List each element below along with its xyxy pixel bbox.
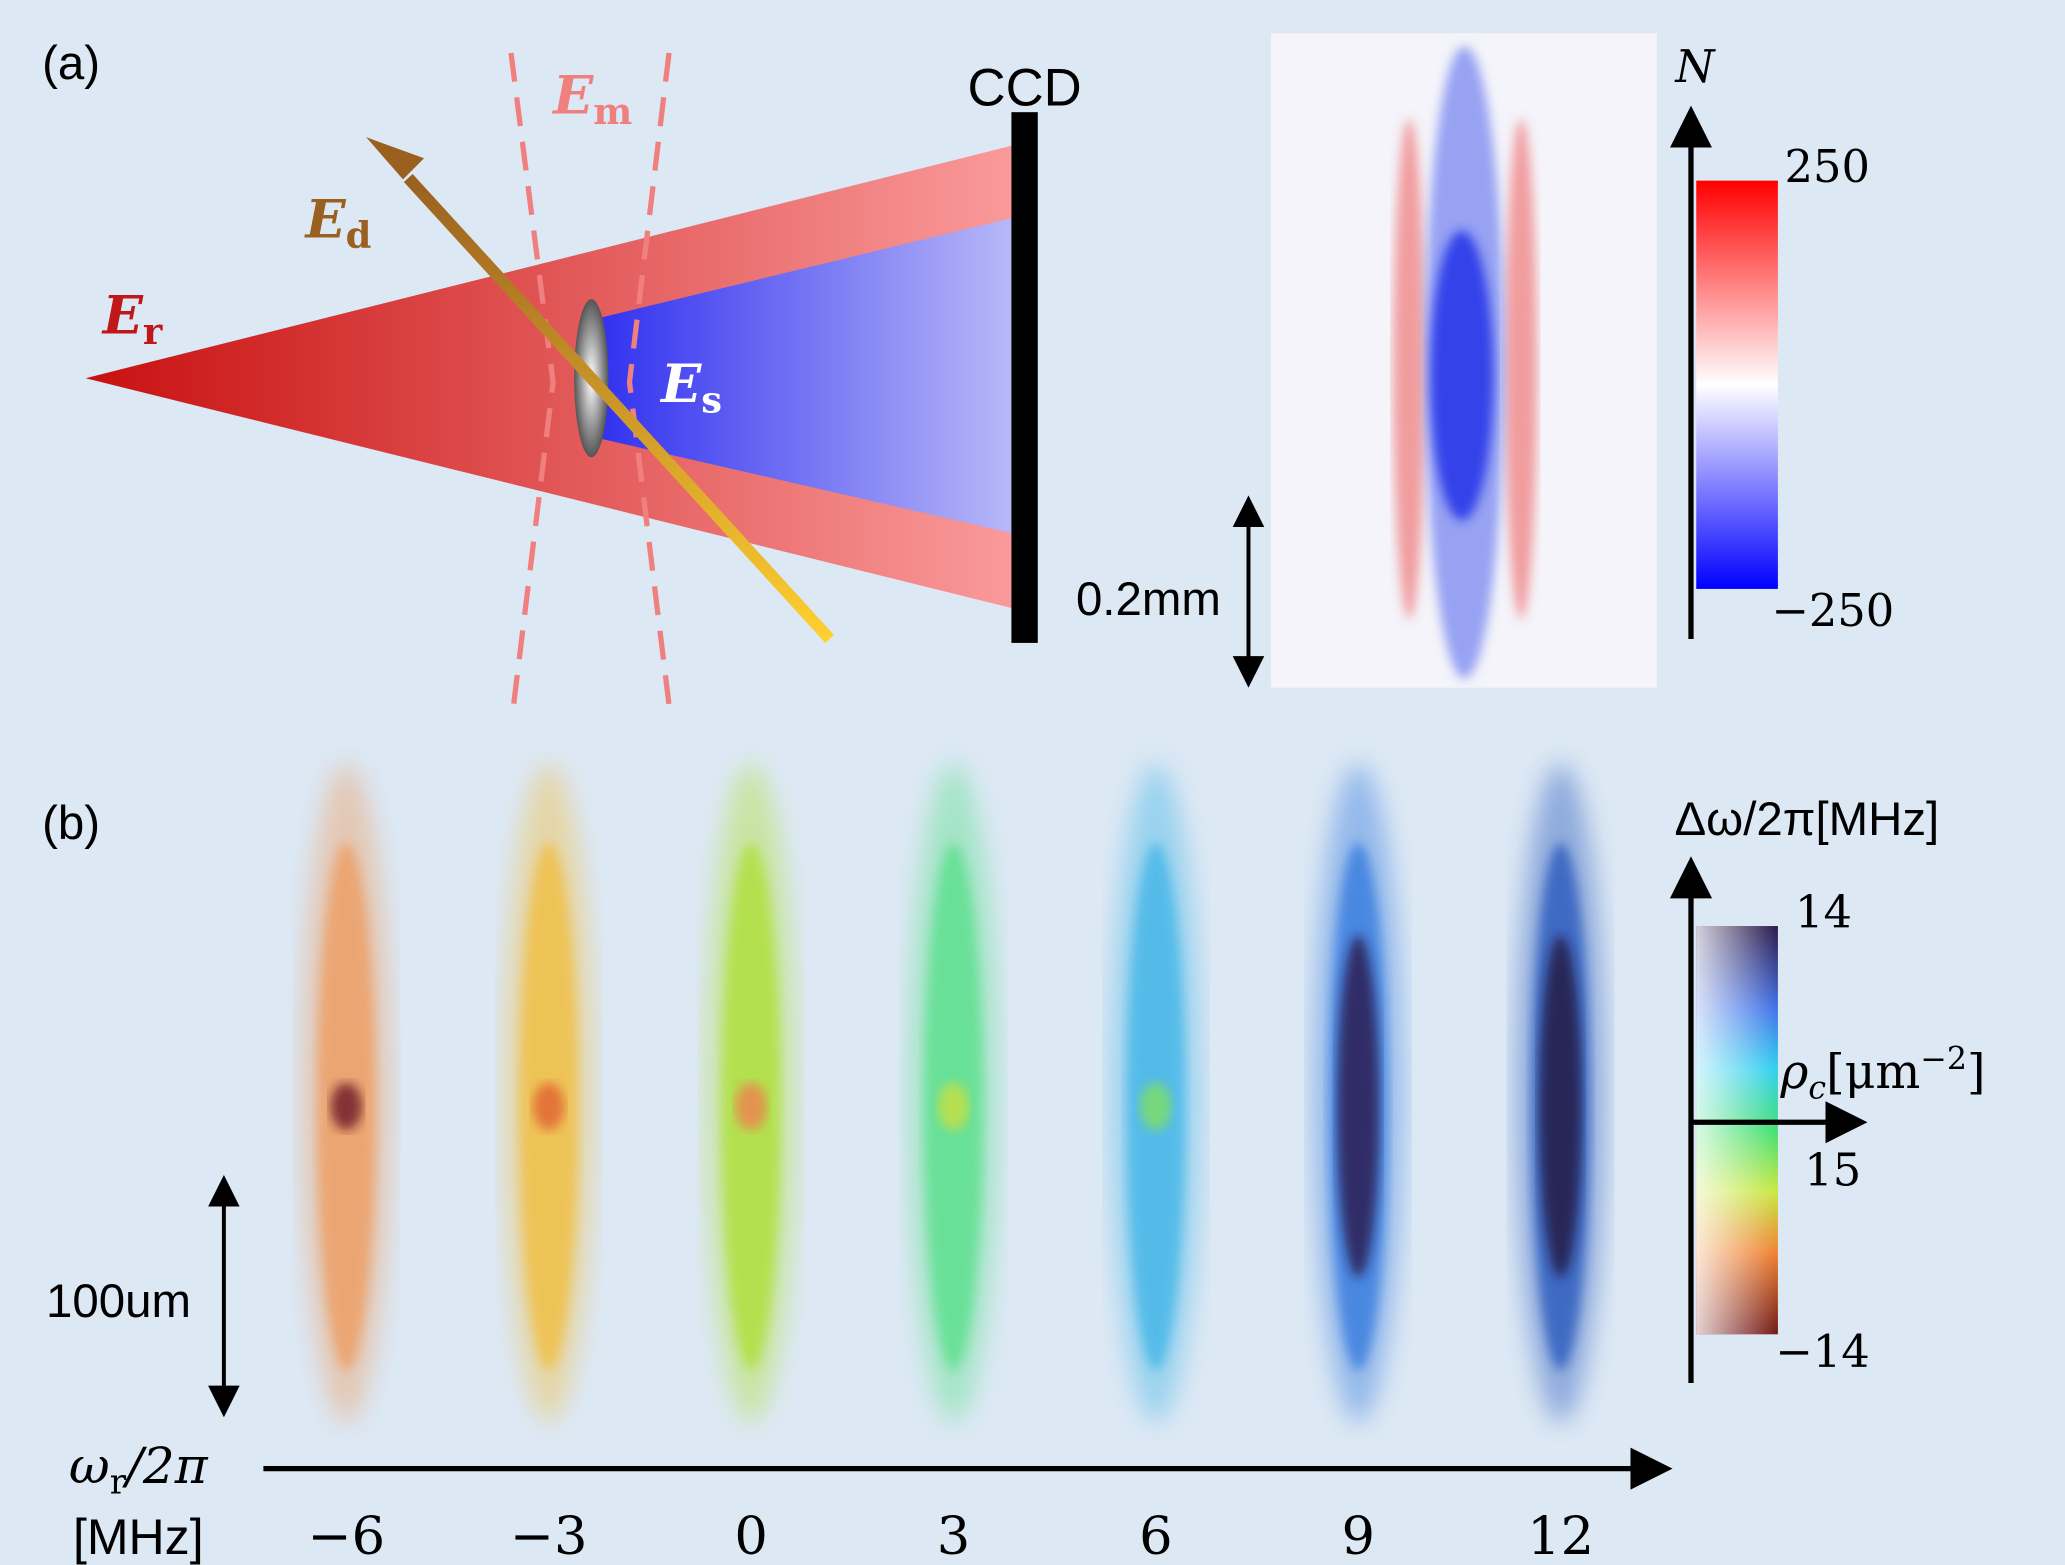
condensate-core: [1337, 935, 1379, 1277]
unit-close: ]: [1967, 1045, 1986, 1100]
colorbar-tick-label: 14: [1795, 885, 1852, 938]
condensate-image: [302, 764, 392, 1422]
condensate-image: [909, 764, 999, 1422]
ccd-label: CCD: [968, 59, 1082, 118]
subscript: m: [593, 89, 632, 133]
symbol: ω: [69, 1437, 110, 1495]
fringe: [1393, 119, 1425, 619]
colorbar-tick-label: 15: [1804, 1143, 1861, 1196]
symbol: ρ: [1780, 1045, 1809, 1100]
condensate-image: [706, 764, 796, 1422]
absorption-image: [1271, 33, 1657, 688]
scale-label: 0.2mm: [1076, 573, 1221, 626]
x-tick-label: 12: [1527, 1506, 1594, 1565]
subscript: r: [143, 309, 163, 353]
condensate-core: [1140, 1083, 1172, 1130]
condensate-core: [938, 1083, 970, 1130]
x-tick-label: 3: [937, 1506, 971, 1565]
subscript: d: [346, 213, 372, 257]
x-tick-label: 9: [1341, 1506, 1375, 1565]
symbol: E: [551, 65, 594, 126]
symbol: E: [101, 285, 144, 346]
x-axis-unit: [MHz]: [73, 1509, 204, 1565]
panel-label: (b): [42, 797, 100, 850]
condensate-core: [1540, 935, 1582, 1277]
x-tick-label: 0: [734, 1506, 768, 1565]
condensate-image: [1313, 764, 1403, 1422]
colorbar-tick-label: −14: [1775, 1325, 1869, 1378]
x-axis-label: ωr/2π: [69, 1437, 209, 1503]
condensate-core: [331, 1083, 363, 1130]
figure: (a) CCD Er Ed Em Es 0.2mm N 250 −250 (b)…: [0, 0, 2065, 1565]
x-tick-label: −6: [308, 1506, 386, 1565]
symbol: E: [659, 354, 702, 415]
x-tick-label: −3: [510, 1506, 588, 1565]
unit: [μm: [1826, 1045, 1920, 1100]
fringe: [1505, 119, 1537, 619]
condensate-image: [1516, 764, 1606, 1422]
condensate-core: [533, 1083, 565, 1130]
cloud-core: [1430, 231, 1493, 521]
subscript: r: [110, 1463, 127, 1503]
subscript: c: [1808, 1071, 1826, 1107]
condensate-core: [735, 1083, 767, 1130]
superscript: −2: [1920, 1042, 1967, 1078]
symbol: E: [304, 189, 347, 250]
colorbar-label: N: [1674, 40, 1716, 93]
subscript: s: [701, 377, 722, 421]
colorbar-tick-label: −250: [1771, 584, 1894, 637]
colorbar-fade: [1696, 926, 1778, 1334]
ccd: [1011, 112, 1037, 643]
condensate-image: [504, 764, 594, 1422]
scale-label: 100um: [46, 1275, 191, 1328]
colorbar-axis-label: Δω/2π[MHz]: [1675, 793, 1940, 846]
colorbar-tick-label: 250: [1784, 140, 1869, 193]
panel-label: (a): [42, 37, 100, 90]
condensate-image: [1111, 764, 1201, 1422]
colorbar: [1696, 181, 1778, 589]
x-tick-label: 6: [1139, 1506, 1173, 1565]
rest: /2π: [122, 1437, 209, 1495]
